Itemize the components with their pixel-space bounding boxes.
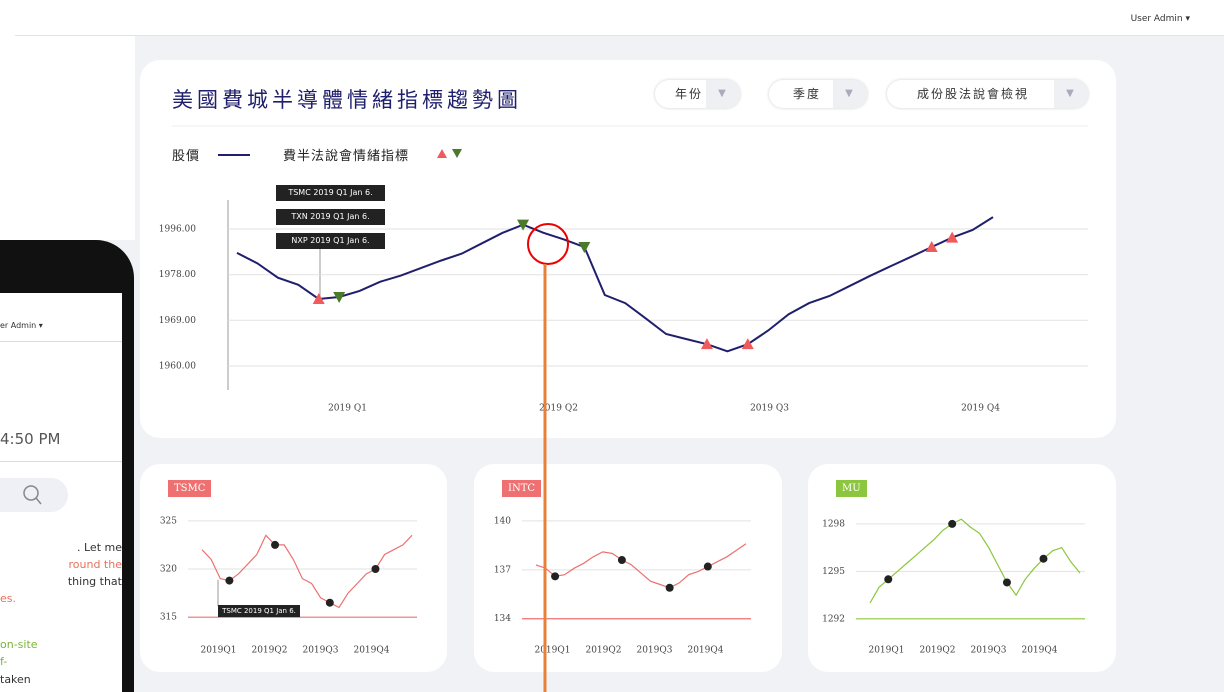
signal-dot bbox=[271, 541, 279, 549]
page: User Admin ▾ 美國費城半導體情緒指標趨勢圖 年份▼ 季度▼ 成份股法… bbox=[0, 0, 1224, 692]
price-line bbox=[870, 519, 1080, 603]
x-tick-label: 2019Q4 bbox=[687, 646, 723, 656]
x-tick-label: 2019Q2 bbox=[585, 646, 621, 656]
x-tick-label: 2019 Q4 bbox=[961, 404, 1000, 414]
x-tick-label: 2019Q1 bbox=[868, 646, 904, 656]
price-line bbox=[202, 535, 412, 607]
tooltip: NXP 2019 Q1 Jan 6. bbox=[276, 233, 385, 249]
y-tick-label: 1969.00 bbox=[159, 316, 196, 326]
y-tick-label: 1298 bbox=[822, 519, 845, 529]
x-tick-label: 2019Q3 bbox=[970, 646, 1006, 656]
y-tick-label: 134 bbox=[494, 614, 511, 624]
tooltip: TXN 2019 Q1 Jan 6. bbox=[276, 209, 385, 225]
signal-dot bbox=[618, 556, 626, 564]
signal-dot bbox=[1003, 578, 1011, 586]
signal-down bbox=[578, 242, 590, 253]
x-tick-label: 2019 Q1 bbox=[328, 404, 367, 414]
y-tick-label: 315 bbox=[160, 613, 177, 623]
price-line bbox=[536, 544, 746, 588]
y-tick-label: 320 bbox=[160, 565, 177, 575]
signal-dot bbox=[1039, 555, 1047, 563]
signal-up bbox=[742, 338, 754, 349]
y-tick-label: 137 bbox=[494, 565, 511, 575]
x-tick-label: 2019Q4 bbox=[1021, 646, 1057, 656]
signal-up bbox=[926, 241, 938, 252]
charts-layer: 1960.00 1969.00 1978.00 1996.00 2019 Q1 2019 … bbox=[0, 0, 1224, 692]
x-tick-label: 2019Q3 bbox=[302, 646, 338, 656]
ticker-tag: INTC bbox=[502, 480, 541, 497]
y-tick-label: 1295 bbox=[822, 567, 845, 577]
signal-dot bbox=[326, 599, 334, 607]
legend-up-icon bbox=[437, 149, 447, 158]
y-tick-label: 1978.00 bbox=[159, 270, 196, 280]
signal-dot bbox=[948, 520, 956, 528]
signal-dot bbox=[551, 572, 559, 580]
x-tick-label: 2019Q3 bbox=[636, 646, 672, 656]
x-tick-label: 2019Q1 bbox=[534, 646, 570, 656]
x-tick-label: 2019Q4 bbox=[353, 646, 389, 656]
y-tick-label: 140 bbox=[494, 516, 511, 526]
y-tick-label: 1292 bbox=[822, 614, 845, 624]
signal-dot bbox=[666, 584, 674, 592]
ticker-tag: MU bbox=[836, 480, 867, 497]
highlight-circle bbox=[528, 224, 568, 264]
legend-down-icon bbox=[452, 149, 462, 158]
tooltip: TSMC 2019 Q1 Jan 6. bbox=[276, 185, 385, 201]
ticker-tag: TSMC bbox=[168, 480, 211, 497]
x-tick-label: 2019Q2 bbox=[919, 646, 955, 656]
y-tick-label: 325 bbox=[160, 516, 177, 526]
tooltip: TSMC 2019 Q1 Jan 6. bbox=[218, 605, 300, 617]
x-tick-label: 2019 Q3 bbox=[750, 404, 789, 414]
x-tick-label: 2019Q1 bbox=[200, 646, 236, 656]
y-tick-label: 1996.00 bbox=[159, 225, 196, 235]
x-tick-label: 2019Q2 bbox=[251, 646, 287, 656]
y-tick-label: 1960.00 bbox=[159, 362, 196, 372]
signal-dot bbox=[225, 577, 233, 585]
signal-dot bbox=[884, 575, 892, 583]
signal-up bbox=[946, 232, 958, 243]
signal-dot bbox=[704, 563, 712, 571]
signal-dot bbox=[371, 565, 379, 573]
